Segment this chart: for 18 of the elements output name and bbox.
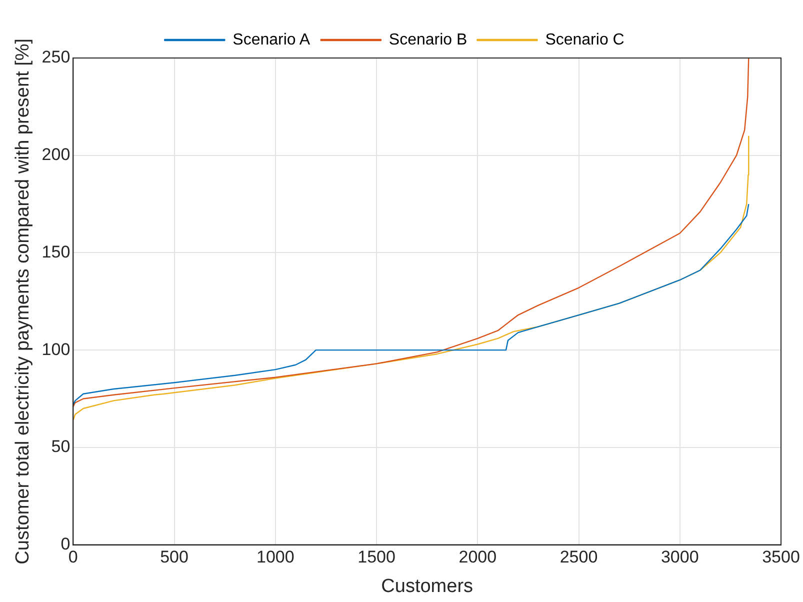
y-tick-label: 0 [60, 534, 70, 554]
x-axis-title: Customers [381, 576, 474, 597]
x-tick-label: 1500 [358, 548, 396, 567]
x-tick-label: 2500 [560, 548, 598, 567]
y-tick-label: 50 [51, 437, 70, 456]
y-tick-label: 100 [42, 340, 70, 359]
y-tick-label: 200 [42, 145, 70, 164]
y-axis-title: Customer total electricity payments compared with present [%] [12, 38, 34, 564]
legend-label: Scenario B [388, 31, 468, 48]
y-tick-label: 150 [42, 242, 70, 262]
x-tick-label: 3000 [660, 548, 699, 567]
x-tick-label: 2000 [458, 548, 497, 567]
x-tick-label: 3500 [762, 548, 800, 567]
legend-label: Scenario C [545, 31, 624, 48]
x-tick-label: 500 [160, 548, 188, 567]
y-tick-label: 250 [42, 48, 70, 67]
x-tick-label: 1000 [256, 548, 294, 567]
legend-label: Scenario A [232, 31, 310, 48]
